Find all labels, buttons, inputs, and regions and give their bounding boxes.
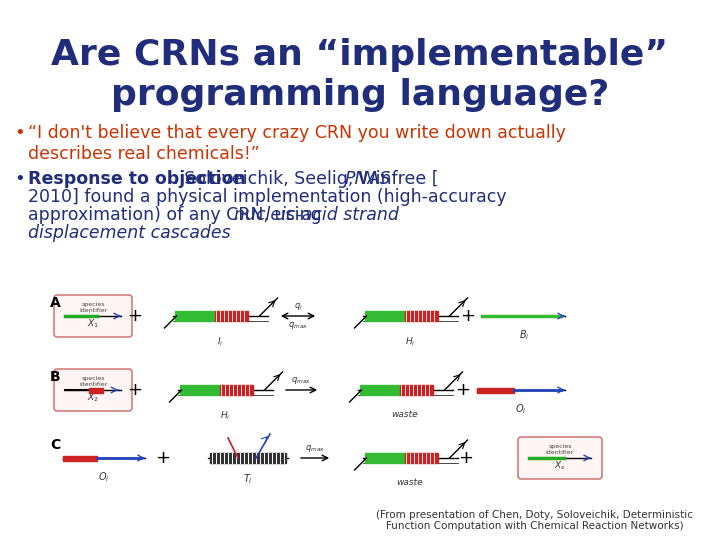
Bar bbox=[89, 388, 103, 393]
Text: “I don't believe that every crazy CRN you write down actually
describes real che: “I don't believe that every crazy CRN yo… bbox=[28, 124, 566, 163]
Text: (From presentation of Chen, Doty, Soloveichik, Deterministic: (From presentation of Chen, Doty, Solove… bbox=[377, 510, 693, 520]
Text: $q_i$: $q_i$ bbox=[294, 301, 302, 312]
Text: +: + bbox=[456, 381, 470, 399]
Bar bbox=[405, 453, 438, 463]
Bar bbox=[400, 385, 433, 395]
Bar bbox=[63, 456, 97, 461]
Text: •: • bbox=[14, 170, 24, 188]
Text: $q_{max}$: $q_{max}$ bbox=[292, 375, 312, 386]
Bar bbox=[215, 311, 248, 321]
Text: $O_i$: $O_i$ bbox=[516, 402, 527, 416]
Text: Response to objection: Response to objection bbox=[28, 170, 246, 188]
Text: programming language?: programming language? bbox=[111, 78, 609, 112]
Text: species
identifier: species identifier bbox=[79, 302, 107, 313]
Bar bbox=[179, 385, 218, 395]
Bar bbox=[174, 311, 214, 321]
Text: +: + bbox=[127, 381, 143, 399]
Text: approximation) of any CRN, using: approximation) of any CRN, using bbox=[28, 206, 327, 224]
Text: $q_{max}$: $q_{max}$ bbox=[288, 320, 308, 331]
Text: Are CRNs an “implementable”: Are CRNs an “implementable” bbox=[51, 38, 669, 72]
Text: $X_1$: $X_1$ bbox=[87, 318, 99, 330]
Text: B: B bbox=[50, 370, 60, 384]
Text: species
identifier: species identifier bbox=[79, 376, 107, 387]
Bar bbox=[359, 385, 398, 395]
Text: $T_i$: $T_i$ bbox=[243, 472, 253, 486]
Text: $B_i$: $B_i$ bbox=[518, 328, 529, 342]
Text: PNAS: PNAS bbox=[345, 170, 392, 188]
Text: : Soloveichik, Seelig, Winfree [: : Soloveichik, Seelig, Winfree [ bbox=[173, 170, 438, 188]
Bar bbox=[364, 453, 403, 463]
Bar bbox=[477, 388, 514, 393]
Text: displacement cascades: displacement cascades bbox=[28, 224, 230, 242]
Bar bbox=[364, 311, 403, 321]
FancyBboxPatch shape bbox=[54, 369, 132, 411]
Text: +: + bbox=[127, 307, 143, 325]
Bar bbox=[220, 385, 253, 395]
FancyBboxPatch shape bbox=[518, 437, 602, 479]
Text: Function Computation with Chemical Reaction Networks): Function Computation with Chemical React… bbox=[386, 521, 684, 531]
Text: C: C bbox=[50, 438, 60, 452]
Text: $X_2$: $X_2$ bbox=[87, 392, 99, 404]
Text: +: + bbox=[156, 449, 171, 467]
Text: $H_i$: $H_i$ bbox=[405, 336, 415, 348]
Text: •: • bbox=[14, 124, 24, 142]
Text: A: A bbox=[50, 296, 60, 310]
Text: +: + bbox=[461, 307, 475, 325]
Text: $I_i$: $I_i$ bbox=[217, 336, 223, 348]
Text: nucleic-acid strand: nucleic-acid strand bbox=[234, 206, 399, 224]
Text: $q_{max}$: $q_{max}$ bbox=[305, 443, 325, 454]
Text: $X_s$: $X_s$ bbox=[554, 460, 566, 472]
Text: waste: waste bbox=[392, 410, 418, 419]
Text: species
identifier: species identifier bbox=[546, 444, 574, 455]
Text: +: + bbox=[459, 449, 474, 467]
Text: $H_i$: $H_i$ bbox=[220, 410, 230, 422]
Text: 2010] found a physical implementation (high-accuracy: 2010] found a physical implementation (h… bbox=[28, 188, 507, 206]
FancyBboxPatch shape bbox=[54, 295, 132, 337]
Text: $O_i$: $O_i$ bbox=[98, 470, 109, 484]
Bar bbox=[210, 453, 286, 463]
Bar bbox=[405, 311, 438, 321]
Text: waste: waste bbox=[397, 478, 423, 487]
